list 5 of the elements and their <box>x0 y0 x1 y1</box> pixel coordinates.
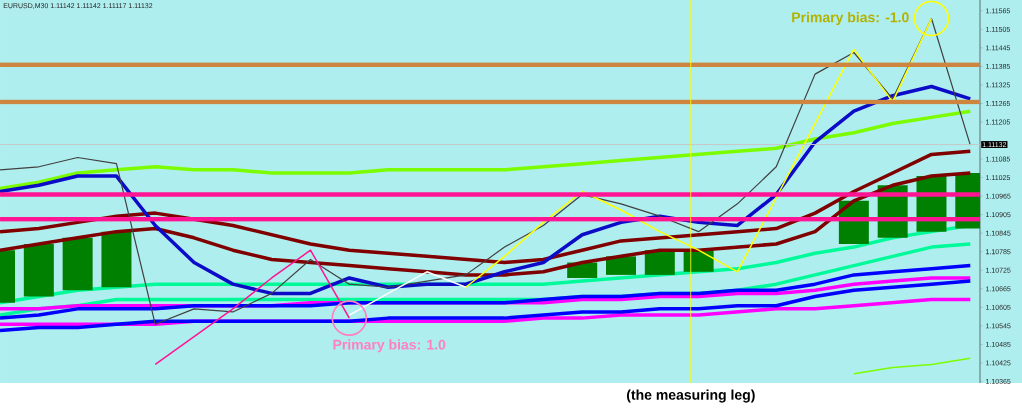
line-series <box>853 357 972 375</box>
text: (the measuring leg) <box>626 389 755 403</box>
line-series <box>348 271 467 316</box>
annotation: Primary bias: 1.0 <box>333 339 446 353</box>
annotation: Primary bias: -1.0 <box>792 12 909 26</box>
